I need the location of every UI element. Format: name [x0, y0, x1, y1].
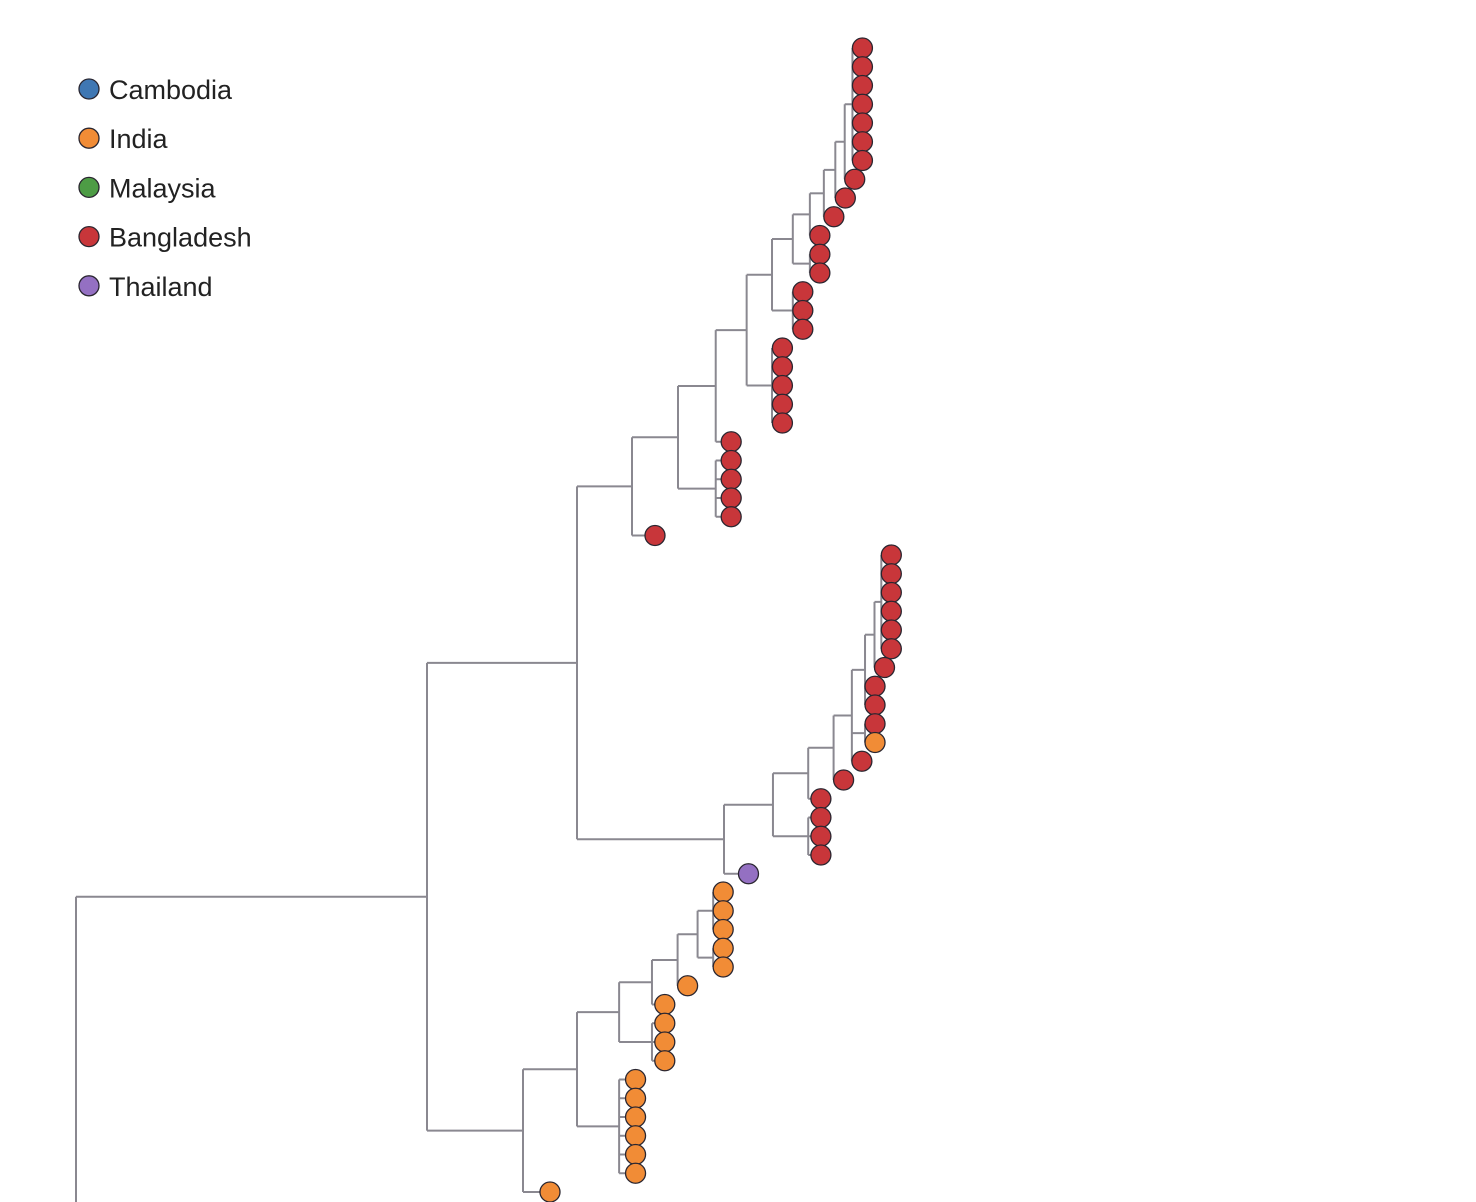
tip-bangladesh [720, 487, 742, 509]
tree-branches [75, 48, 883, 1202]
tip-bangladesh [851, 37, 874, 59]
tip-bangladesh [810, 825, 832, 847]
legend-item-bangladesh: Bangladesh [78, 223, 252, 253]
legend-swatch [78, 275, 100, 297]
tip-bangladesh [720, 431, 742, 453]
tip-bangladesh [851, 750, 873, 772]
tip-india [712, 900, 734, 922]
legend-label: Bangladesh [109, 223, 252, 253]
tip-india [676, 975, 699, 997]
legend-swatch [78, 225, 100, 248]
tip-bangladesh [880, 638, 902, 660]
tip-bangladesh [809, 243, 831, 265]
tip-india [624, 1068, 647, 1091]
legend-label: India [109, 124, 169, 154]
tip-bangladesh [864, 713, 886, 735]
tip-india [654, 1050, 676, 1072]
tip-bangladesh [792, 299, 814, 322]
tip-bangladesh [851, 112, 874, 134]
legend-swatch [78, 78, 100, 100]
tip-bangladesh [720, 468, 742, 490]
tip-bangladesh [792, 281, 814, 303]
tip-bangladesh [844, 168, 866, 190]
legend-label: Cambodia [109, 75, 233, 105]
tip-bangladesh [880, 600, 902, 622]
tip-bangladesh [880, 581, 902, 604]
tip-bangladesh [851, 56, 874, 78]
tip-india [654, 993, 676, 1016]
tip-india [864, 731, 886, 754]
tip-bangladesh [720, 449, 742, 472]
legend-label: Thailand [109, 272, 213, 302]
tip-india [712, 956, 734, 978]
tip-bangladesh [851, 74, 874, 97]
tip-bangladesh [809, 262, 831, 284]
tip-bangladesh [832, 769, 855, 791]
tip-bangladesh [771, 337, 794, 359]
tip-bangladesh [864, 675, 886, 697]
legend-label: Malaysia [109, 173, 217, 203]
legend-swatch [78, 176, 100, 199]
legend-item-malaysia: Malaysia [78, 173, 217, 203]
tip-bangladesh [864, 694, 886, 716]
tip-bangladesh [823, 206, 845, 228]
tip-bangladesh [851, 93, 874, 115]
legend-item-cambodia: Cambodia [78, 75, 233, 105]
tip-bangladesh [792, 318, 814, 340]
tip-bangladesh [771, 374, 794, 397]
tip-bangladesh [880, 563, 902, 585]
tip-india [539, 1181, 561, 1202]
legend-item-thailand: Thailand [78, 272, 213, 302]
tip-bangladesh [880, 544, 902, 566]
legend-swatch [78, 127, 100, 149]
tip-bangladesh [851, 149, 874, 172]
tip-bangladesh [851, 131, 874, 153]
tip-india [712, 881, 734, 903]
tree-tips [539, 37, 902, 1202]
tip-bangladesh [810, 806, 832, 829]
tip-india [712, 918, 734, 941]
tip-bangladesh [880, 619, 902, 641]
tip-bangladesh [771, 356, 794, 378]
tip-india [624, 1087, 647, 1109]
tip-india [624, 1125, 647, 1147]
tip-india [624, 1162, 647, 1184]
legend-item-india: India [78, 124, 169, 154]
tip-bangladesh [720, 506, 742, 528]
tip-india [654, 1012, 676, 1034]
tip-bangladesh [834, 187, 856, 209]
tip-bangladesh [771, 393, 794, 415]
tip-bangladesh [873, 656, 896, 679]
legend: Cambodia India Malaysia Bangladesh Thailand [78, 75, 252, 302]
tip-india [624, 1143, 647, 1166]
tip-bangladesh [810, 788, 832, 810]
tip-bangladesh [771, 412, 794, 434]
tip-bangladesh [809, 224, 831, 247]
tip-bangladesh [644, 524, 666, 547]
tip-india [712, 937, 734, 959]
tip-thailand [737, 863, 760, 885]
tip-india [654, 1031, 676, 1053]
tip-india [624, 1106, 647, 1128]
tip-bangladesh [810, 844, 832, 866]
